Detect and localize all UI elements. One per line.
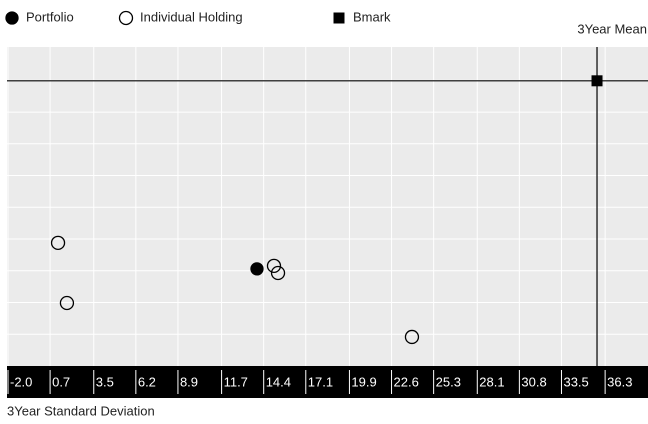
x-tick-label: 8.9 <box>180 374 198 389</box>
point <box>266 258 282 274</box>
plot-area <box>7 47 648 366</box>
x-tick-label: 36.3 <box>607 374 632 389</box>
point <box>250 262 264 276</box>
point <box>404 329 420 345</box>
x-tick-label: 6.2 <box>138 374 156 389</box>
legend-label: Portfolio <box>26 9 74 24</box>
x-tick-label: 19.9 <box>351 374 376 389</box>
x-tick-label: 30.8 <box>521 374 546 389</box>
point <box>591 75 603 87</box>
point <box>59 295 75 311</box>
legend-label: Bmark <box>353 9 391 24</box>
x-tick-label: 11.7 <box>224 374 248 389</box>
x-tick-label: 28.1 <box>479 374 504 389</box>
x-tick-label: 14.4 <box>266 374 291 389</box>
x-axis-band <box>7 366 648 398</box>
point <box>50 235 66 250</box>
x-tick-label: 17.1 <box>308 374 333 389</box>
x-tick-label: 0.7 <box>52 374 70 389</box>
point <box>270 265 286 281</box>
x-tick-label: 33.5 <box>563 374 588 389</box>
legend-marker <box>5 11 19 25</box>
y-axis-label: 3Year Mean <box>577 21 647 36</box>
x-tick-label: 22.6 <box>394 374 419 389</box>
x-tick-label: 3.5 <box>96 374 114 389</box>
legend-label: Individual Holding <box>140 9 243 24</box>
x-tick-label: 25.3 <box>436 374 461 389</box>
x-axis-label: 3Year Standard Deviation <box>7 403 155 418</box>
legend-marker <box>118 10 134 26</box>
x-tick-label: -2.0 <box>10 374 32 389</box>
legend-marker <box>333 12 345 24</box>
